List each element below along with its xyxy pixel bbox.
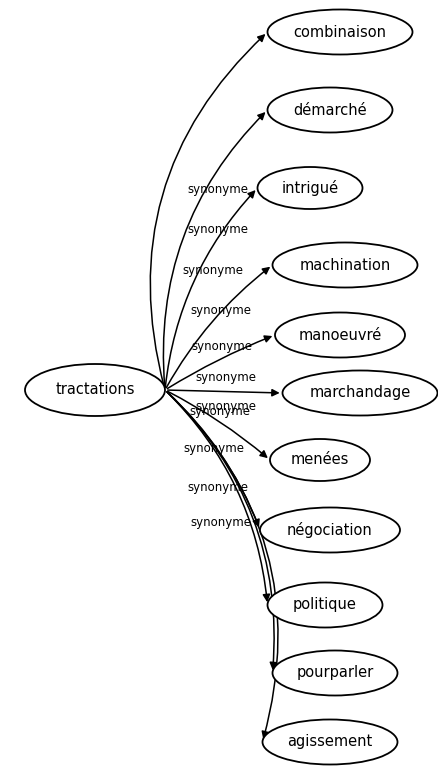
Text: menées: menées (290, 453, 348, 467)
Text: synonyme: synonyme (190, 304, 251, 317)
Text: manoeuvré: manoeuvré (298, 327, 381, 343)
Text: synonyme: synonyme (195, 400, 256, 413)
Text: intrigué: intrigué (281, 180, 338, 196)
Text: synonyme: synonyme (195, 371, 256, 383)
Text: synonyme: synonyme (187, 481, 248, 494)
Ellipse shape (274, 312, 404, 358)
FancyArrowPatch shape (166, 392, 269, 601)
FancyArrowPatch shape (163, 113, 264, 387)
Text: démarché: démarché (293, 103, 366, 118)
Ellipse shape (272, 650, 396, 696)
Text: marchandage: marchandage (309, 386, 410, 400)
Ellipse shape (272, 242, 417, 287)
Ellipse shape (267, 87, 392, 132)
Ellipse shape (262, 720, 396, 764)
Ellipse shape (259, 507, 399, 552)
FancyArrowPatch shape (166, 392, 276, 668)
Text: machination: machination (299, 258, 390, 273)
Text: politique: politique (293, 597, 356, 612)
Text: synonyme: synonyme (190, 516, 251, 529)
Ellipse shape (267, 583, 381, 628)
Text: agissement: agissement (287, 735, 372, 749)
Text: tractations: tractations (55, 382, 134, 397)
Text: synonyme: synonyme (187, 183, 248, 196)
FancyArrowPatch shape (166, 268, 268, 388)
Ellipse shape (257, 167, 362, 209)
Text: pourparler: pourparler (296, 665, 373, 681)
Ellipse shape (269, 439, 369, 481)
Text: synonyme: synonyme (182, 264, 243, 277)
Ellipse shape (282, 371, 437, 415)
Text: combinaison: combinaison (293, 24, 385, 40)
Ellipse shape (25, 364, 165, 416)
Text: négociation: négociation (286, 522, 372, 538)
FancyArrowPatch shape (150, 35, 264, 387)
FancyArrowPatch shape (166, 392, 277, 738)
Text: synonyme: synonyme (187, 224, 248, 236)
Text: synonyme: synonyme (189, 405, 250, 418)
FancyArrowPatch shape (165, 192, 254, 387)
FancyArrowPatch shape (167, 336, 270, 389)
Ellipse shape (267, 9, 412, 55)
Text: synonyme: synonyme (191, 340, 252, 354)
Text: synonyme: synonyme (184, 442, 244, 455)
FancyArrowPatch shape (167, 390, 277, 396)
FancyArrowPatch shape (167, 392, 258, 526)
FancyArrowPatch shape (167, 391, 266, 457)
